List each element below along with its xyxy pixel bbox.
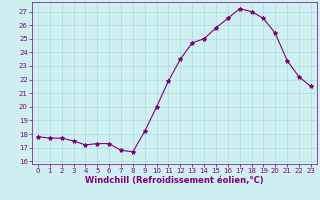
X-axis label: Windchill (Refroidissement éolien,°C): Windchill (Refroidissement éolien,°C) <box>85 176 264 185</box>
